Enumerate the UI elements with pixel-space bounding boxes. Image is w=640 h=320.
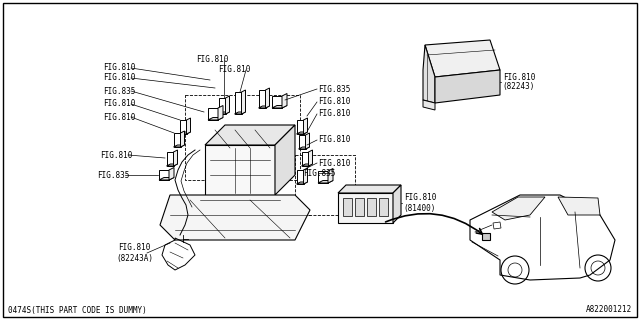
Text: FIG.810: FIG.810	[103, 63, 136, 73]
Polygon shape	[173, 133, 180, 147]
Text: (82243A): (82243A)	[116, 253, 153, 262]
Polygon shape	[470, 195, 615, 280]
Text: FIG.835: FIG.835	[97, 171, 129, 180]
Polygon shape	[303, 168, 307, 184]
Text: FIG.810: FIG.810	[404, 194, 436, 203]
Polygon shape	[318, 171, 328, 183]
Polygon shape	[218, 98, 225, 114]
Polygon shape	[179, 132, 191, 134]
Polygon shape	[328, 169, 333, 183]
Polygon shape	[296, 182, 307, 184]
Polygon shape	[493, 222, 501, 229]
Polygon shape	[173, 145, 184, 147]
Polygon shape	[186, 118, 191, 134]
Polygon shape	[166, 164, 177, 166]
Polygon shape	[298, 147, 310, 149]
Polygon shape	[218, 106, 223, 120]
Polygon shape	[296, 132, 307, 134]
Polygon shape	[234, 92, 241, 114]
Text: FIG.810: FIG.810	[118, 244, 150, 252]
Polygon shape	[159, 178, 174, 180]
Polygon shape	[308, 150, 312, 166]
Polygon shape	[159, 170, 169, 180]
Polygon shape	[305, 133, 310, 149]
Polygon shape	[266, 88, 269, 108]
Polygon shape	[208, 108, 218, 120]
Text: FIG.810: FIG.810	[103, 113, 136, 122]
Polygon shape	[160, 195, 310, 240]
Text: FIG.810: FIG.810	[318, 98, 350, 107]
Polygon shape	[301, 152, 308, 166]
Polygon shape	[205, 145, 275, 195]
Polygon shape	[558, 197, 600, 215]
Text: FIG.810: FIG.810	[218, 66, 250, 75]
Polygon shape	[234, 112, 246, 114]
Polygon shape	[296, 120, 303, 134]
Text: FIG.810: FIG.810	[318, 109, 350, 118]
Text: FIG.810: FIG.810	[318, 158, 350, 167]
Polygon shape	[338, 185, 401, 193]
Bar	[343, 198, 352, 216]
Polygon shape	[218, 112, 230, 114]
Bar	[482, 233, 490, 240]
Polygon shape	[393, 185, 401, 223]
Polygon shape	[435, 70, 500, 103]
Polygon shape	[298, 135, 305, 149]
Polygon shape	[173, 150, 177, 166]
Polygon shape	[179, 120, 186, 134]
Polygon shape	[259, 106, 269, 108]
Text: FIG.835: FIG.835	[303, 169, 335, 178]
Text: FIG.810: FIG.810	[503, 73, 536, 82]
Polygon shape	[492, 197, 545, 220]
Bar	[295, 155, 355, 215]
Polygon shape	[301, 164, 312, 166]
Polygon shape	[166, 152, 173, 166]
Polygon shape	[208, 117, 223, 120]
Polygon shape	[272, 96, 282, 108]
Polygon shape	[303, 118, 307, 134]
Text: 0474S(THIS PART CODE IS DUMMY): 0474S(THIS PART CODE IS DUMMY)	[8, 306, 147, 315]
Text: A822001212: A822001212	[586, 306, 632, 315]
Polygon shape	[318, 180, 333, 183]
Text: FIG.835: FIG.835	[103, 86, 136, 95]
Polygon shape	[275, 125, 295, 195]
Polygon shape	[205, 125, 295, 145]
Polygon shape	[423, 45, 435, 103]
Polygon shape	[282, 93, 287, 108]
Text: FIG.810: FIG.810	[103, 74, 136, 83]
Polygon shape	[180, 131, 184, 147]
Text: FIG.810: FIG.810	[196, 55, 228, 65]
Polygon shape	[259, 90, 266, 108]
Polygon shape	[225, 96, 230, 114]
Text: FIG.810: FIG.810	[318, 135, 350, 145]
Text: FIG.835: FIG.835	[318, 84, 350, 93]
Text: FIG.810: FIG.810	[103, 100, 136, 108]
Polygon shape	[169, 167, 174, 180]
Polygon shape	[423, 100, 435, 110]
Text: FIG.810: FIG.810	[100, 150, 132, 159]
Polygon shape	[296, 170, 303, 184]
Text: (81400): (81400)	[403, 204, 435, 213]
Polygon shape	[338, 193, 393, 223]
Polygon shape	[425, 40, 500, 77]
Text: (82243): (82243)	[502, 83, 534, 92]
Bar	[355, 198, 364, 216]
Polygon shape	[272, 106, 287, 108]
Bar	[185, 95, 300, 180]
Bar	[367, 198, 376, 216]
Polygon shape	[241, 90, 246, 114]
Bar	[379, 198, 388, 216]
